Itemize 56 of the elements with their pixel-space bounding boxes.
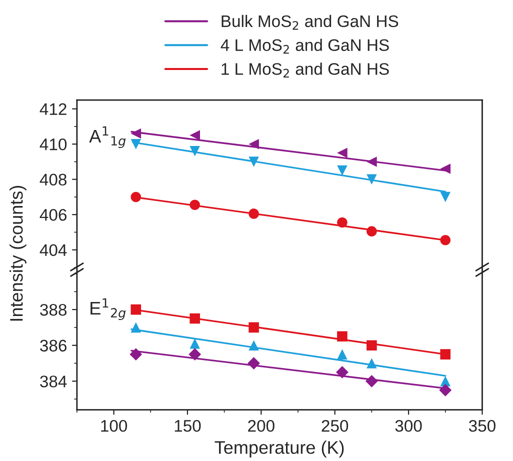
- point: [337, 165, 348, 176]
- point: [248, 340, 259, 351]
- point: [130, 304, 142, 315]
- x-tick-label: 300: [395, 420, 422, 432]
- point: [248, 156, 259, 167]
- point: [337, 349, 348, 360]
- point: [248, 208, 259, 219]
- annotation: A$^{1}$$_{1g}$: [89, 126, 126, 148]
- point: [366, 174, 377, 184]
- point: [130, 192, 142, 202]
- point: [440, 349, 451, 360]
- y-tick-label: 384: [40, 376, 67, 388]
- point: [366, 226, 377, 236]
- point: [248, 138, 259, 150]
- point: [190, 338, 200, 349]
- y-tick-label: 404: [40, 244, 67, 256]
- point: [190, 200, 200, 210]
- point: [439, 384, 452, 396]
- annotation: E$^{1}$$_{2g}$: [90, 298, 126, 320]
- point: [337, 217, 348, 228]
- y-tick-label: 386: [40, 340, 66, 352]
- x-tick-label: 350: [468, 420, 496, 432]
- y-tick-label: 410: [40, 138, 67, 150]
- point: [190, 146, 200, 156]
- point: [365, 374, 378, 388]
- y-tick-label: 412: [40, 103, 66, 115]
- x-tick-label: 150: [174, 420, 201, 432]
- point: [440, 192, 451, 202]
- point: [130, 322, 142, 333]
- legend-label: 1 L MoS$_{2}$ and GaN HS: [222, 62, 389, 78]
- point: [248, 322, 259, 333]
- point: [337, 331, 348, 342]
- point: [130, 348, 142, 361]
- legend-label: Bulk MoS$_{2}$ and GaN HS: [222, 14, 398, 30]
- point: [190, 130, 200, 140]
- x-tick-label: 250: [322, 420, 348, 432]
- point: [336, 366, 348, 378]
- point: [130, 128, 142, 139]
- y-axis-title: Intensity (counts): [10, 186, 26, 321]
- point: [366, 358, 377, 368]
- x-axis-title: Temperature (K): [214, 440, 344, 458]
- point: [366, 340, 377, 351]
- y-tick-label: 408: [40, 174, 67, 186]
- point: [440, 164, 451, 174]
- y-tick-label: 388: [40, 304, 67, 316]
- point: [337, 148, 348, 158]
- point: [130, 138, 142, 150]
- point: [366, 156, 377, 167]
- point: [188, 348, 202, 361]
- point: [440, 234, 451, 246]
- legend-label: 4 L MoS$_{2}$ and GaN HS: [220, 38, 389, 54]
- point: [190, 313, 200, 324]
- point: [248, 357, 260, 370]
- y-tick-label: 406: [40, 208, 66, 221]
- x-tick-label: 100: [101, 420, 128, 432]
- x-tick-label: 200: [248, 420, 274, 432]
